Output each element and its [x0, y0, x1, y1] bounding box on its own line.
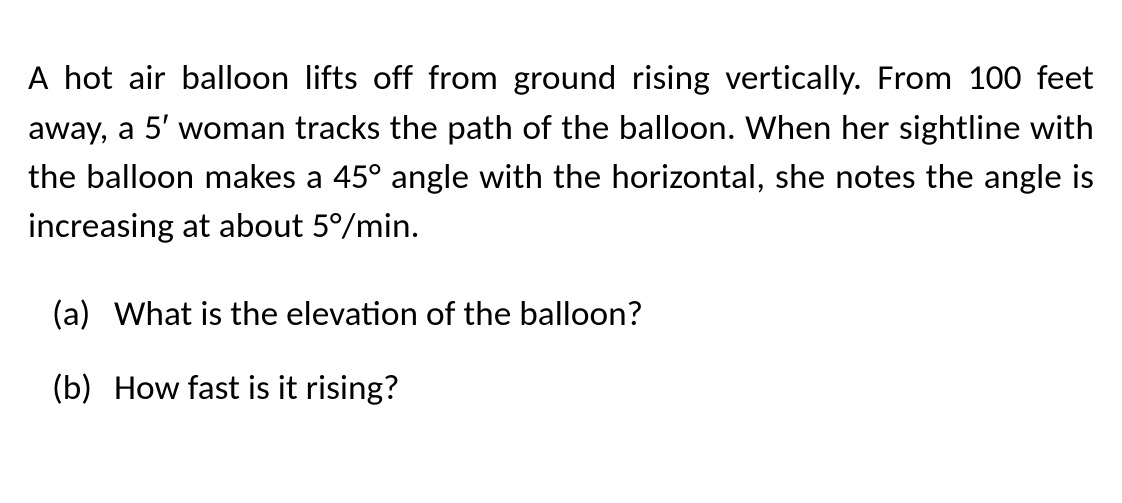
item-label-b: (b) — [52, 364, 114, 412]
list-item: (a) What is the elevation of the balloon… — [28, 290, 1094, 338]
degree-symbol: ° — [369, 155, 381, 198]
prime-symbol: ′ — [162, 106, 169, 149]
item-text-a: What is the elevation of the balloon? — [114, 290, 1094, 338]
document-page: A hot air balloon lifts off from ground … — [0, 0, 1122, 503]
degree-symbol: ° — [330, 204, 342, 247]
list-item: (b) How fast is it rising? — [28, 364, 1094, 412]
question-list: (a) What is the elevation of the balloon… — [28, 290, 1094, 411]
item-text-b: How fast is it rising? — [114, 364, 1094, 412]
problem-statement: A hot air balloon lifts off from ground … — [28, 53, 1094, 250]
problem-text-seg4: /min. — [342, 204, 420, 247]
item-label-a: (a) — [52, 290, 114, 338]
